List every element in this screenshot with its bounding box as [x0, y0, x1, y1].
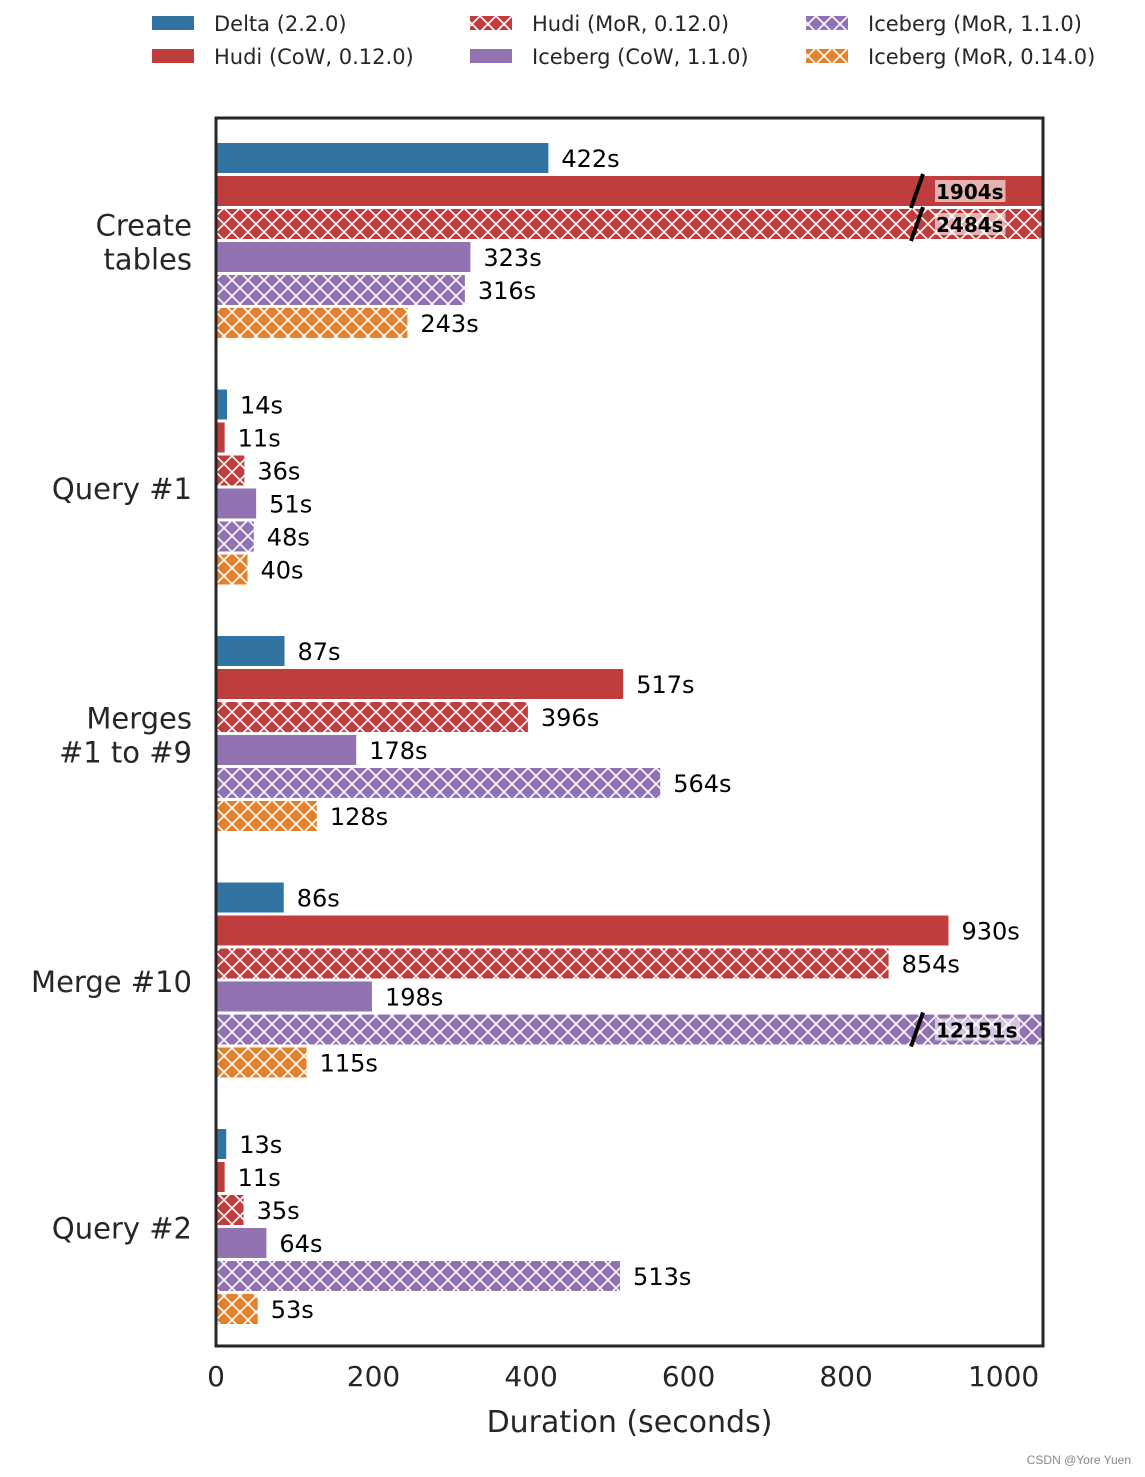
bar — [216, 702, 528, 732]
value-label: 198s — [385, 984, 443, 1012]
plot-frame — [214, 116, 1045, 1348]
value-label-bg — [935, 213, 1006, 235]
y-tick-label: Merge #10 — [31, 965, 192, 999]
bar — [216, 143, 549, 173]
value-label: 64s — [279, 1230, 322, 1258]
legend-swatch — [806, 49, 848, 63]
value-label: 48s — [267, 524, 310, 552]
bar — [216, 801, 317, 831]
value-label: 14s — [240, 392, 283, 420]
bar — [216, 1047, 307, 1078]
bar — [216, 735, 357, 765]
bar — [216, 275, 465, 305]
value-label: 930s — [961, 918, 1019, 946]
bar — [216, 915, 949, 946]
bar — [216, 554, 248, 585]
break-mark — [909, 1011, 925, 1048]
bar — [216, 882, 284, 913]
value-label: 11s — [238, 1164, 281, 1192]
x-tick-label: 0 — [207, 1360, 225, 1393]
bar — [216, 521, 254, 552]
bar — [216, 209, 1043, 239]
value-label: 396s — [541, 704, 599, 732]
bar — [216, 669, 624, 699]
value-label: 422s — [561, 145, 619, 173]
bar — [216, 981, 372, 1012]
bar — [216, 1195, 244, 1225]
y-tick-label: #1 to #9 — [59, 736, 192, 770]
legend-label: Delta (2.2.0) — [214, 12, 347, 36]
value-label: 2484s — [936, 213, 1004, 237]
value-label: 40s — [261, 557, 304, 585]
y-tick-label: tables — [103, 243, 192, 277]
legend-label: Iceberg (MoR, 1.1.0) — [868, 12, 1082, 36]
x-tick-label: 800 — [819, 1360, 872, 1393]
bar — [216, 1129, 227, 1159]
value-label: 115s — [320, 1050, 378, 1078]
bar — [216, 389, 228, 420]
value-label: 86s — [297, 885, 340, 913]
value-label-bg — [935, 1018, 1020, 1041]
bar — [216, 1162, 225, 1192]
break-mark — [909, 173, 925, 209]
bar — [216, 308, 408, 338]
value-label: 128s — [330, 803, 388, 831]
legend-swatch — [470, 16, 512, 30]
bar — [216, 488, 257, 519]
value-label: 35s — [257, 1197, 300, 1225]
legend-swatch — [470, 49, 512, 63]
bar — [216, 768, 661, 798]
value-label: 178s — [369, 737, 427, 765]
value-label: 854s — [902, 951, 960, 979]
value-label: 243s — [420, 310, 478, 338]
value-label: 11s — [238, 425, 281, 453]
bar — [216, 1294, 258, 1324]
bar — [216, 176, 1043, 206]
value-label: 564s — [673, 770, 731, 798]
bar — [216, 1014, 1043, 1045]
bar — [216, 1261, 621, 1291]
x-tick-label: 200 — [347, 1360, 400, 1393]
value-label-bg — [935, 180, 1006, 202]
watermark: CSDN @Yore Yuen — [1026, 1453, 1131, 1467]
legend-swatch — [152, 49, 194, 63]
value-label: 316s — [478, 277, 536, 305]
value-label: 87s — [298, 638, 341, 666]
bar — [216, 242, 471, 272]
bar — [216, 636, 285, 666]
y-tick-label: Query #2 — [52, 1212, 192, 1246]
value-label: 323s — [483, 244, 541, 272]
break-mark — [909, 206, 925, 242]
x-tick-label: 1000 — [968, 1360, 1039, 1393]
y-tick-label: Create — [96, 209, 192, 243]
x-tick-label: 400 — [504, 1360, 557, 1393]
x-tick-label: 600 — [662, 1360, 715, 1393]
x-axis-label: Duration (seconds) — [487, 1405, 773, 1440]
legend-label: Hudi (MoR, 0.12.0) — [532, 12, 729, 36]
bar — [216, 455, 245, 486]
legend-swatch — [152, 16, 194, 30]
legend-label: Hudi (CoW, 0.12.0) — [214, 45, 414, 69]
value-label: 12151s — [936, 1019, 1017, 1043]
value-label: 36s — [257, 458, 300, 486]
value-label: 13s — [239, 1131, 282, 1159]
legend-label: Iceberg (CoW, 1.1.0) — [532, 45, 749, 69]
bar — [216, 948, 889, 979]
value-label: 1904s — [936, 180, 1004, 204]
value-label: 513s — [633, 1263, 691, 1291]
value-label: 53s — [271, 1296, 314, 1324]
y-tick-label: Merges — [86, 702, 192, 736]
legend-label: Iceberg (MoR, 0.14.0) — [868, 45, 1095, 69]
value-label: 517s — [636, 671, 694, 699]
y-tick-label: Query #1 — [52, 472, 192, 506]
value-label: 51s — [269, 491, 312, 519]
legend-swatch — [806, 16, 848, 30]
bar — [216, 1228, 267, 1258]
bar — [216, 422, 225, 453]
